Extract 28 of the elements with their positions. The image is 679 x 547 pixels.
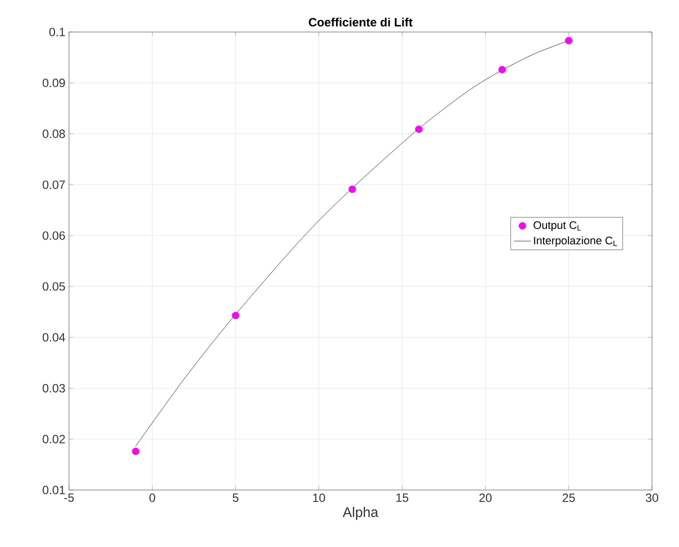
x-tick-label: 0 — [149, 494, 156, 502]
y-tick-label: 0.04 — [42, 333, 66, 342]
x-tick-label: 25 — [562, 494, 575, 502]
legend-label: Output C$_{L}$ — [534, 221, 581, 232]
point — [132, 448, 140, 456]
chart-title: Coefficiente di Lift — [308, 18, 412, 26]
x-tick-label: 30 — [646, 494, 658, 502]
y-tick-label: 0.07 — [42, 180, 65, 189]
y-tick-label: 0.05 — [42, 282, 65, 291]
x-tick-label: 15 — [396, 494, 408, 502]
point — [498, 66, 506, 74]
x-tick-label: 20 — [479, 494, 492, 502]
y-tick-label: 0.03 — [42, 384, 65, 392]
y-tick-label: 0.06 — [42, 231, 65, 240]
point — [565, 36, 572, 44]
point — [415, 126, 422, 133]
x-tick-label: 10 — [313, 494, 326, 502]
y-tick-label: 0.01 — [42, 486, 65, 494]
legend-label: Interpolazione C$_{L}$ — [534, 236, 617, 247]
point — [232, 312, 240, 320]
y-tick-label: 0.09 — [42, 78, 65, 88]
x-axis-title: Alpha — [342, 506, 378, 520]
point — [348, 186, 356, 193]
x-tick-label: -5 — [64, 494, 74, 502]
y-tick-label: 0.08 — [42, 130, 65, 138]
x-tick-label: 5 — [232, 494, 238, 502]
y-tick-label: 0.02 — [42, 434, 65, 444]
y-tick-label: 0.1 — [49, 28, 65, 36]
